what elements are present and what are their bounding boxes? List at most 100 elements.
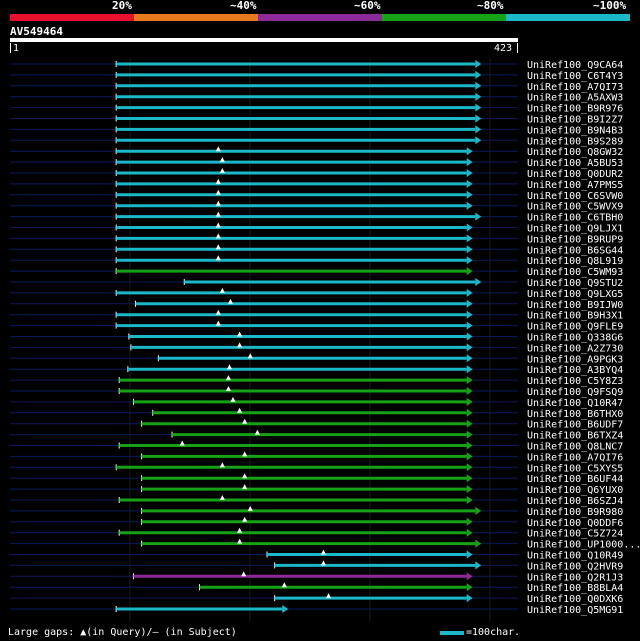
hit-row[interactable]: UniRef100_Q8LNC7 xyxy=(10,440,623,453)
hit-row[interactable]: UniRef100_B9I2Z7 xyxy=(10,114,623,126)
hit-label[interactable]: UniRef100_A7QI76 xyxy=(527,452,623,463)
hit-row[interactable]: UniRef100_Q10R47 xyxy=(10,396,623,409)
hit-row[interactable]: UniRef100_C6TBH0 xyxy=(10,211,623,224)
hit-label[interactable]: UniRef100_A2Z730 xyxy=(527,343,623,354)
hit-row[interactable]: UniRef100_B9IJW0 xyxy=(10,298,623,311)
hit-row[interactable]: UniRef100_UP1000... xyxy=(10,538,640,551)
hit-label[interactable]: UniRef100_Q9CA64 xyxy=(527,60,623,71)
hit-label[interactable]: UniRef100_Q8L919 xyxy=(527,256,623,267)
hit-row[interactable]: UniRef100_C6T4Y3 xyxy=(10,70,623,82)
hit-row[interactable]: UniRef100_B6SZJ4 xyxy=(10,495,623,507)
hit-label[interactable]: UniRef100_Q0DUR2 xyxy=(527,169,623,180)
hit-label[interactable]: UniRef100_B8BLA4 xyxy=(527,583,623,594)
hit-label[interactable]: UniRef100_B9S289 xyxy=(527,136,623,147)
hit-row[interactable]: UniRef100_C5Y8Z3 xyxy=(10,375,623,387)
hit-label[interactable]: UniRef100_C5WVX9 xyxy=(527,202,623,213)
hit-label[interactable]: UniRef100_Q9FLE9 xyxy=(527,322,623,333)
hit-label[interactable]: UniRef100_B9H3X1 xyxy=(527,311,623,322)
hit-label[interactable]: UniRef100_Q0DXK6 xyxy=(527,594,623,605)
hit-row[interactable]: UniRef100_B8BLA4 xyxy=(10,582,623,594)
hit-row[interactable]: UniRef100_B6TXZ4 xyxy=(10,429,623,442)
hit-row[interactable]: UniRef100_A9PGK3 xyxy=(10,353,623,365)
hit-label[interactable]: UniRef100_B6SG44 xyxy=(527,245,623,256)
hit-label[interactable]: UniRef100_B9I2Z7 xyxy=(527,115,623,126)
hit-row[interactable]: UniRef100_Q2R1J3 xyxy=(10,571,623,583)
hit-label[interactable]: UniRef100_B6THX0 xyxy=(527,409,623,420)
hit-row[interactable]: UniRef100_Q9LJX1 xyxy=(10,222,623,235)
hit-label[interactable]: UniRef100_C5WM93 xyxy=(527,267,623,278)
hit-row[interactable]: UniRef100_Q8L919 xyxy=(10,255,623,267)
hit-label[interactable]: UniRef100_C6TBH0 xyxy=(527,213,623,224)
hit-label[interactable]: UniRef100_C5Z724 xyxy=(527,529,623,540)
hit-label[interactable]: UniRef100_Q8LNC7 xyxy=(527,442,623,453)
hit-row[interactable]: UniRef100_Q0DUR2 xyxy=(10,168,623,180)
hit-label[interactable]: UniRef100_A3BYQ4 xyxy=(527,365,623,376)
hit-label[interactable]: UniRef100_B9RUP9 xyxy=(527,234,623,245)
hit-label[interactable]: UniRef100_A5BU53 xyxy=(527,158,623,169)
hit-row[interactable]: UniRef100_Q5MG91 xyxy=(10,605,623,616)
hit-label[interactable]: UniRef100_C6T4Y3 xyxy=(527,71,623,82)
hit-row[interactable]: UniRef100_B9RUP9 xyxy=(10,233,623,245)
hit-row[interactable]: UniRef100_B6SG44 xyxy=(10,244,623,256)
hit-row[interactable]: UniRef100_A5BU53 xyxy=(10,157,623,169)
hit-label[interactable]: UniRef100_Q10R47 xyxy=(527,398,623,409)
hit-label[interactable]: UniRef100_C5Y8Z3 xyxy=(527,376,623,387)
hit-label[interactable]: UniRef100_Q9LXG5 xyxy=(527,289,623,300)
hit-label[interactable]: UniRef100_B6UF44 xyxy=(527,474,623,485)
hit-label[interactable]: UniRef100_A9PGK3 xyxy=(527,354,623,365)
hit-label[interactable]: UniRef100_Q2HVR9 xyxy=(527,561,623,572)
hit-label[interactable]: UniRef100_B9N4B3 xyxy=(527,125,623,136)
hit-row[interactable]: UniRef100_Q338G6 xyxy=(10,331,623,344)
hit-row[interactable]: UniRef100_B9N4B3 xyxy=(10,125,623,136)
hit-row[interactable]: UniRef100_Q9CA64 xyxy=(10,60,623,71)
hit-row[interactable]: UniRef100_C5WM93 xyxy=(10,267,623,278)
hit-label[interactable]: UniRef100_C6SVW0 xyxy=(527,191,623,202)
hit-row[interactable]: UniRef100_Q9FLE9 xyxy=(10,320,623,333)
hit-row[interactable]: UniRef100_B6UDF7 xyxy=(10,418,623,431)
hit-label[interactable]: UniRef100_Q9FSQ9 xyxy=(527,387,623,398)
hit-label[interactable]: UniRef100_B9R980 xyxy=(527,507,623,518)
hit-row[interactable]: UniRef100_Q9LXG5 xyxy=(10,287,623,300)
hit-label[interactable]: UniRef100_Q9STU2 xyxy=(527,278,623,289)
hit-label[interactable]: UniRef100_Q2R1J3 xyxy=(527,572,623,583)
hit-label[interactable]: UniRef100_UP1000... xyxy=(527,540,640,551)
hit-label[interactable]: UniRef100_Q8GW32 xyxy=(527,147,623,158)
hit-label[interactable]: UniRef100_Q6YUX0 xyxy=(527,485,623,496)
hit-row[interactable]: UniRef100_B9H3X1 xyxy=(10,309,623,322)
hit-row[interactable]: UniRef100_Q0DDF6 xyxy=(10,516,623,529)
hit-row[interactable]: UniRef100_A7QI73 xyxy=(10,81,623,93)
hit-row[interactable]: UniRef100_A5AXW3 xyxy=(10,92,623,104)
hit-label[interactable]: UniRef100_Q338G6 xyxy=(527,333,623,344)
hit-row[interactable]: UniRef100_A7QI76 xyxy=(10,451,623,463)
hit-row[interactable]: UniRef100_Q10R49 xyxy=(10,549,623,562)
hit-row[interactable]: UniRef100_Q0DXK6 xyxy=(10,593,623,605)
hit-row[interactable]: UniRef100_Q9FSQ9 xyxy=(10,386,623,398)
hit-label[interactable]: UniRef100_B6TXZ4 xyxy=(527,431,623,442)
hit-label[interactable]: UniRef100_B6UDF7 xyxy=(527,420,623,431)
hit-label[interactable]: UniRef100_A5AXW3 xyxy=(527,93,623,104)
hit-label[interactable]: UniRef100_Q0DDF6 xyxy=(527,518,623,529)
hit-label[interactable]: UniRef100_A7PMS5 xyxy=(527,180,623,191)
hit-label[interactable]: UniRef100_B6SZJ4 xyxy=(527,496,623,507)
hit-label[interactable]: UniRef100_Q9LJX1 xyxy=(527,224,623,235)
hit-row[interactable]: UniRef100_C5WVX9 xyxy=(10,200,623,213)
hit-row[interactable]: UniRef100_Q9STU2 xyxy=(10,278,623,289)
hit-label[interactable]: UniRef100_C5XYS5 xyxy=(527,463,623,474)
hit-row[interactable]: UniRef100_A3BYQ4 xyxy=(10,364,623,376)
hit-row[interactable]: UniRef100_B6UF44 xyxy=(10,473,623,485)
hit-row[interactable]: UniRef100_C5Z724 xyxy=(10,527,623,540)
hit-row[interactable]: UniRef100_Q6YUX0 xyxy=(10,484,623,496)
hit-row[interactable]: UniRef100_B9R976 xyxy=(10,103,623,115)
hit-row[interactable]: UniRef100_Q8GW32 xyxy=(10,146,623,158)
hit-row[interactable]: UniRef100_B9R980 xyxy=(10,505,623,518)
hit-label[interactable]: UniRef100_B9R976 xyxy=(527,104,623,115)
hit-row[interactable]: UniRef100_Q2HVR9 xyxy=(10,560,623,572)
hit-label[interactable]: UniRef100_Q5MG91 xyxy=(527,605,623,616)
hit-row[interactable]: UniRef100_B9S289 xyxy=(10,136,623,147)
hit-row[interactable]: UniRef100_C5XYS5 xyxy=(10,462,623,474)
hit-label[interactable]: UniRef100_Q10R49 xyxy=(527,551,623,562)
hit-row[interactable]: UniRef100_B6THX0 xyxy=(10,407,623,420)
hit-label[interactable]: UniRef100_B9IJW0 xyxy=(527,300,623,311)
hit-row[interactable]: UniRef100_C6SVW0 xyxy=(10,189,623,202)
hit-label[interactable]: UniRef100_A7QI73 xyxy=(527,82,623,93)
